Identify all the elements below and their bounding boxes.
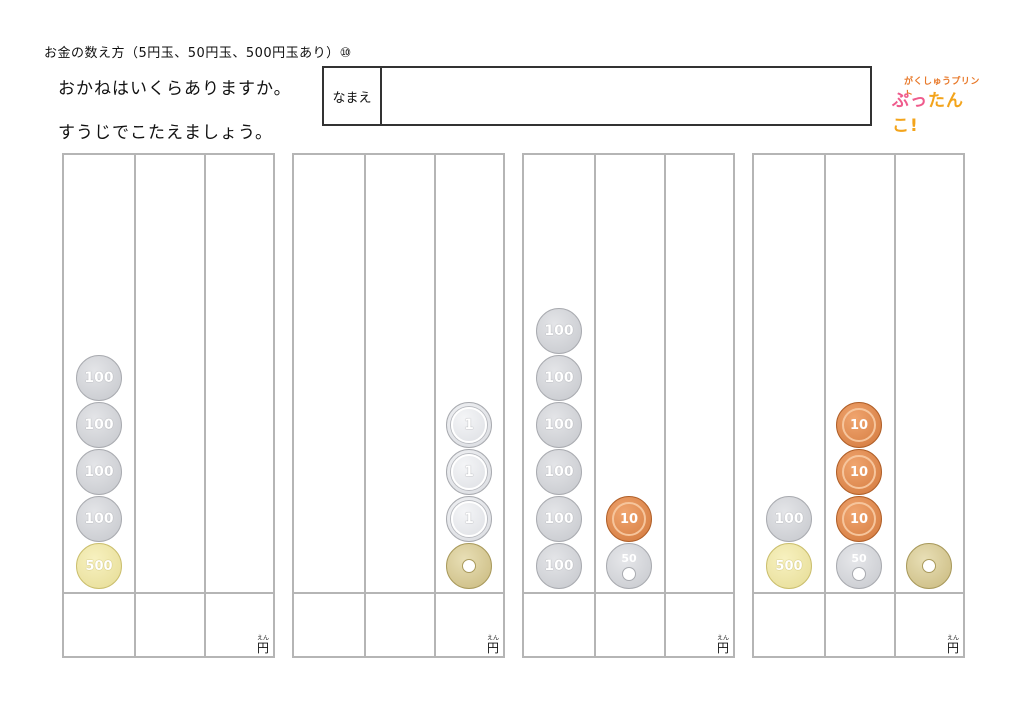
worksheet-title: お金の数え方（5円玉、50円玉、500円玉あり）⑩ — [44, 46, 352, 61]
yen-char: 円 — [946, 641, 959, 655]
column-divider — [134, 155, 136, 656]
coin-1-yen: 1 — [446, 496, 492, 542]
answer-row-divider — [294, 592, 503, 594]
coin-10-yen: 10 — [606, 496, 652, 542]
logo-main-part1: ぷっ — [892, 91, 928, 111]
logo-main-part2: たんこ! — [892, 91, 964, 136]
logo-main-text: ぷったんこ! — [892, 86, 982, 136]
yen-reading: えん — [946, 635, 959, 642]
yen-unit-label: えん円 — [486, 635, 499, 655]
yen-char: 円 — [486, 641, 499, 655]
coin-100-yen: 100 — [536, 355, 582, 401]
coin-100-yen: 100 — [76, 449, 122, 495]
coin-5-yen — [906, 543, 952, 589]
answer-digit-box[interactable] — [596, 595, 662, 655]
coin-5-yen — [446, 543, 492, 589]
answer-digit-box[interactable] — [826, 595, 892, 655]
answer-row-divider — [754, 592, 963, 594]
coin-10-yen: 10 — [836, 449, 882, 495]
yen-unit-label: えん円 — [256, 635, 269, 655]
coin-500-yen: 500 — [766, 543, 812, 589]
coin-10-yen: 10 — [836, 496, 882, 542]
answer-digit-box[interactable] — [526, 595, 592, 655]
column-divider — [664, 155, 666, 656]
instruction-line-1: おかねはいくらありますか。 — [58, 79, 292, 99]
yen-reading: えん — [486, 635, 499, 642]
problem-panel-4: えん円 100 500 10 10 10 50 — [752, 153, 965, 658]
column-divider — [594, 155, 596, 656]
answer-digit-box[interactable] — [66, 595, 132, 655]
column-divider — [894, 155, 896, 656]
coin-1-yen: 1 — [446, 402, 492, 448]
coin-100-yen: 100 — [536, 543, 582, 589]
column-divider — [204, 155, 206, 656]
answer-row-divider — [64, 592, 273, 594]
coin-100-yen: 100 — [76, 355, 122, 401]
coin-10-yen: 10 — [836, 402, 882, 448]
name-label: なまえ — [324, 68, 382, 124]
coin-100-yen: 100 — [536, 496, 582, 542]
yen-unit-label: えん円 — [716, 635, 729, 655]
yen-reading: えん — [716, 635, 729, 642]
answer-digit-box[interactable] — [296, 595, 362, 655]
coin-50-yen: 50 — [606, 543, 652, 589]
name-field[interactable]: なまえ — [322, 66, 872, 126]
instruction-line-2: すうじでこたえましょう。 — [58, 123, 273, 143]
answer-digit-box[interactable] — [366, 595, 432, 655]
yen-reading: えん — [256, 635, 269, 642]
coin-100-yen: 100 — [536, 449, 582, 495]
answer-row-divider — [524, 592, 733, 594]
yen-char: 円 — [716, 641, 729, 655]
yen-char: 円 — [256, 641, 269, 655]
column-divider — [364, 155, 366, 656]
answer-digit-box[interactable] — [136, 595, 202, 655]
coin-50-yen: 50 — [836, 543, 882, 589]
column-divider — [824, 155, 826, 656]
problem-panel-1: えん円 100 100 100 100 500 — [62, 153, 275, 658]
logo: がくしゅうプリント ぷったんこ! — [890, 74, 982, 136]
coin-100-yen: 100 — [76, 496, 122, 542]
coin-100-yen: 100 — [536, 402, 582, 448]
coin-1-yen: 1 — [446, 449, 492, 495]
coin-100-yen: 100 — [536, 308, 582, 354]
problem-panel-2: えん円 1 1 1 — [292, 153, 505, 658]
coin-500-yen: 500 — [76, 543, 122, 589]
yen-unit-label: えん円 — [946, 635, 959, 655]
logo-top-text: がくしゅうプリント — [904, 77, 980, 100]
coin-100-yen: 100 — [76, 402, 122, 448]
coin-100-yen: 100 — [766, 496, 812, 542]
column-divider — [434, 155, 436, 656]
answer-digit-box[interactable] — [756, 595, 822, 655]
problem-panel-3: えん円 100 100 100 100 100 100 10 50 — [522, 153, 735, 658]
